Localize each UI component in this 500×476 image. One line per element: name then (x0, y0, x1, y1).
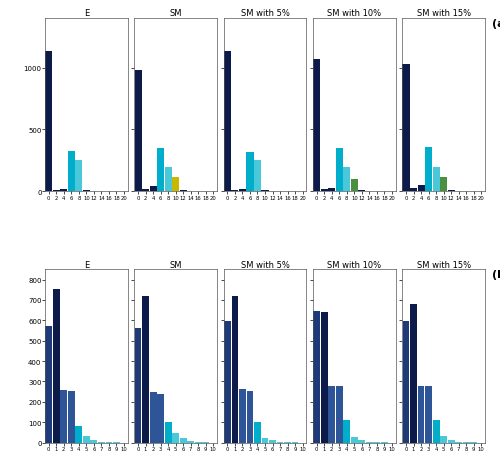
Bar (425, 386, 432, 443)
Bar (262, 191, 268, 192)
Bar (320, 189, 328, 192)
Bar (164, 167, 172, 192)
Bar (83, 191, 90, 192)
Title: SM: SM (170, 10, 182, 18)
Bar (76, 426, 82, 443)
Bar (440, 436, 447, 443)
Bar (239, 389, 246, 443)
Bar (53, 289, 60, 443)
Bar (269, 440, 276, 443)
Bar (157, 149, 164, 192)
Title: SM with 10%: SM with 10% (328, 260, 382, 269)
Bar (246, 152, 254, 192)
Bar (76, 160, 82, 192)
Text: (b): (b) (492, 270, 500, 280)
Title: SM with 5%: SM with 5% (240, 260, 290, 269)
Bar (448, 440, 454, 443)
Bar (432, 167, 440, 192)
Bar (246, 391, 254, 443)
Bar (188, 441, 194, 443)
Bar (351, 437, 358, 443)
Bar (358, 191, 366, 192)
Bar (432, 420, 440, 443)
Bar (232, 296, 238, 443)
Bar (344, 420, 350, 443)
Bar (410, 189, 417, 192)
Bar (313, 60, 320, 192)
Bar (425, 148, 432, 192)
Bar (232, 190, 238, 192)
Bar (45, 52, 52, 192)
Bar (68, 151, 75, 192)
Title: E: E (84, 260, 89, 269)
Bar (440, 177, 447, 192)
Bar (418, 186, 424, 192)
Bar (410, 304, 417, 443)
Bar (239, 189, 246, 192)
Bar (134, 71, 141, 192)
Title: E: E (84, 10, 89, 18)
Bar (52, 190, 60, 192)
Bar (172, 434, 179, 443)
Title: SM with 5%: SM with 5% (240, 10, 290, 18)
Bar (358, 440, 365, 443)
Bar (328, 188, 336, 192)
Bar (142, 189, 149, 192)
Bar (336, 149, 343, 192)
Bar (90, 440, 98, 443)
Bar (351, 179, 358, 192)
Title: SM with 10%: SM with 10% (328, 10, 382, 18)
Bar (46, 327, 52, 443)
Bar (402, 65, 409, 192)
Bar (60, 189, 68, 192)
Bar (321, 312, 328, 443)
Bar (180, 438, 186, 443)
Bar (276, 442, 283, 443)
Bar (68, 391, 74, 443)
Bar (224, 322, 231, 443)
Bar (180, 191, 187, 192)
Bar (254, 160, 261, 192)
Bar (224, 52, 231, 192)
Title: SM with 15%: SM with 15% (416, 10, 470, 18)
Title: SM with 15%: SM with 15% (416, 260, 470, 269)
Bar (254, 422, 261, 443)
Bar (262, 437, 268, 443)
Bar (336, 386, 342, 443)
Bar (343, 167, 350, 192)
Text: (a): (a) (492, 19, 500, 29)
Bar (418, 386, 424, 443)
Bar (314, 311, 320, 443)
Bar (366, 442, 372, 443)
Bar (150, 187, 156, 192)
Bar (150, 392, 156, 443)
Bar (142, 296, 149, 443)
Bar (83, 436, 89, 443)
Bar (134, 329, 141, 443)
Bar (60, 390, 67, 443)
Bar (158, 394, 164, 443)
Bar (402, 322, 409, 443)
Bar (448, 191, 454, 192)
Bar (98, 442, 105, 443)
Bar (172, 178, 179, 192)
Title: SM: SM (170, 260, 182, 269)
Bar (328, 386, 335, 443)
Bar (456, 442, 462, 443)
Bar (165, 422, 172, 443)
